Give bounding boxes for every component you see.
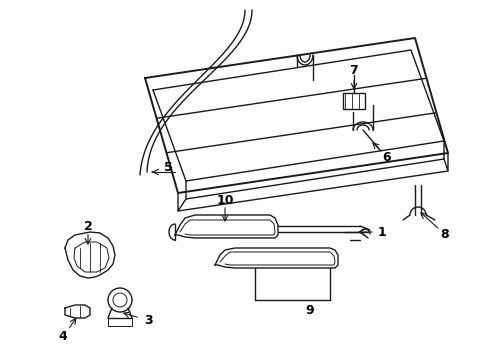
Text: 6: 6 — [383, 150, 392, 163]
Text: 1: 1 — [378, 225, 387, 239]
Text: 7: 7 — [350, 63, 358, 77]
Text: 2: 2 — [84, 220, 93, 233]
Bar — [343, 93, 365, 109]
Text: 5: 5 — [164, 161, 172, 174]
Text: 4: 4 — [59, 329, 68, 342]
Bar — [108, 318, 132, 326]
Text: 8: 8 — [441, 228, 449, 240]
Text: 10: 10 — [216, 194, 234, 207]
Text: 3: 3 — [144, 314, 152, 327]
Text: 9: 9 — [306, 303, 314, 316]
